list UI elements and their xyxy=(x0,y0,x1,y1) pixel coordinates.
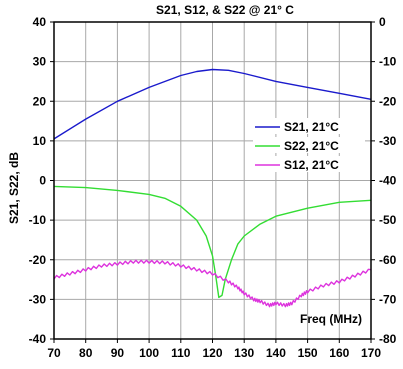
y-right-tick-label: -20 xyxy=(379,94,397,108)
legend-label-s21: S21, 21°C xyxy=(284,120,339,134)
chart-title: S21, S12, & S22 @ 21° C xyxy=(156,3,294,17)
y-right-tick-label: -10 xyxy=(379,55,397,69)
legend-bg xyxy=(253,118,365,134)
y-right-tick-label: -80 xyxy=(379,332,397,346)
y-left-tick-label: 30 xyxy=(33,55,47,69)
x-tick-label: 80 xyxy=(79,346,93,360)
y-left-tick-label: -10 xyxy=(29,213,47,227)
y-left-tick-label: 20 xyxy=(33,94,47,108)
y-left-tick-label: 0 xyxy=(39,174,46,188)
x-tick-label: 150 xyxy=(298,346,318,360)
y-left-tick-label: 10 xyxy=(33,134,47,148)
x-tick-label: 90 xyxy=(111,346,125,360)
x-tick-label: 140 xyxy=(266,346,286,360)
y-left-tick-labels: 40 30 20 10 0 -10 -20 -30 -40 xyxy=(29,15,54,346)
y-left-tick-label: -40 xyxy=(29,332,47,346)
y-right-tick-label: -50 xyxy=(379,213,397,227)
y-left-tick-label: -20 xyxy=(29,253,47,267)
series-s22-line xyxy=(53,185,372,299)
legend-bg xyxy=(253,137,365,153)
series-s12-line xyxy=(53,259,372,308)
x-axis-title: Freq (MHz) xyxy=(300,312,362,326)
series-group xyxy=(53,68,372,308)
series-s21-line xyxy=(53,68,372,140)
x-tick-label: 100 xyxy=(139,346,159,360)
x-tick-label: 130 xyxy=(234,346,254,360)
grid xyxy=(54,22,371,339)
x-tick-labels: 70 80 90 100 110 120 130 140 150 160 170 xyxy=(47,339,381,360)
x-tick-label: 170 xyxy=(361,346,381,360)
x-tick-label: 70 xyxy=(47,346,61,360)
legend-bg xyxy=(253,156,365,172)
x-tick-label: 160 xyxy=(329,346,349,360)
x-tick-label: 110 xyxy=(171,346,191,360)
legend: S21, 21°C S22, 21°C S12, 21°C xyxy=(253,118,365,172)
legend-label-s12: S12, 21°C xyxy=(284,158,339,172)
y-right-tick-labels: 0 -10 -20 -30 -40 -50 -60 -70 -80 xyxy=(371,15,397,346)
y-right-tick-label: -30 xyxy=(379,134,397,148)
y-axis-title: S21, S22, dB xyxy=(7,152,21,224)
y-right-tick-label: -60 xyxy=(379,253,397,267)
y-left-tick-label: -30 xyxy=(29,292,47,306)
y-right-tick-label: -70 xyxy=(379,292,397,306)
x-tick-label: 120 xyxy=(202,346,222,360)
y-right-tick-label: 0 xyxy=(379,15,386,29)
y-right-tick-label: -40 xyxy=(379,174,397,188)
legend-label-s22: S22, 21°C xyxy=(284,139,339,153)
y-left-tick-label: 40 xyxy=(33,15,47,29)
